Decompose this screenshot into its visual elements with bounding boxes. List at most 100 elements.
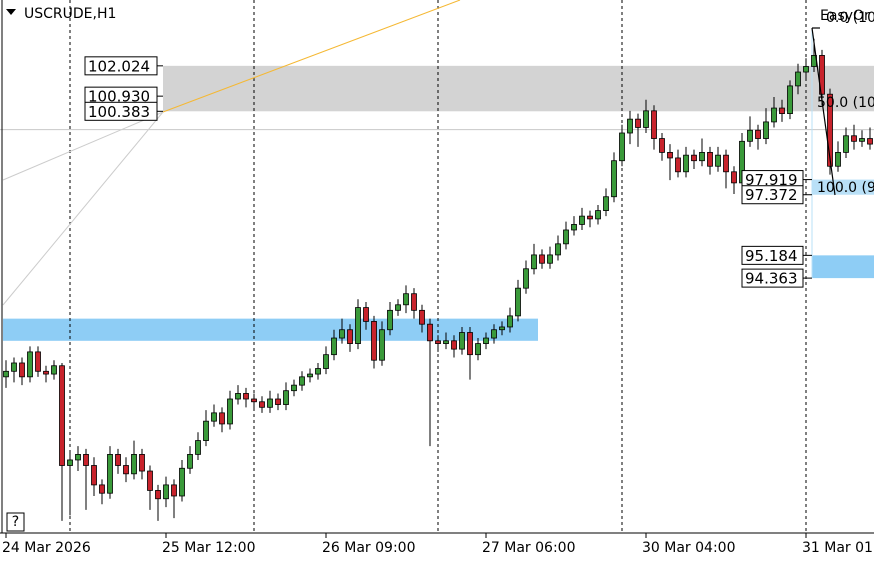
candle-body <box>451 340 457 350</box>
candle-body <box>75 454 81 461</box>
candle-body <box>235 393 241 400</box>
level-label: 97.372 <box>745 186 798 204</box>
candle-body <box>835 151 841 167</box>
trend-line <box>2 111 164 181</box>
candle-body <box>715 154 721 167</box>
candle-body <box>851 135 857 142</box>
indicator-name: EasyOr <box>820 8 870 24</box>
resistance-zone <box>163 65 874 112</box>
candle-body <box>179 467 185 497</box>
candle-body <box>563 229 569 245</box>
level-label: 94.363 <box>745 270 798 288</box>
candle-body <box>507 315 513 328</box>
candle-body <box>187 454 193 469</box>
zone <box>812 179 874 195</box>
candle-body <box>203 420 209 441</box>
candle-body <box>227 398 233 425</box>
candle-body <box>467 332 473 356</box>
candle-body <box>123 465 129 475</box>
candle-body <box>11 362 17 372</box>
candle-body <box>587 215 593 220</box>
candle-body <box>595 210 601 220</box>
candle-body <box>67 459 73 466</box>
candle-body <box>19 362 25 378</box>
candle-body <box>779 107 785 115</box>
candle-body <box>443 340 449 344</box>
candle-body <box>259 401 265 408</box>
zone <box>812 255 874 279</box>
candle-body <box>579 215 585 225</box>
candle-body <box>491 329 497 339</box>
candle-body <box>555 243 561 256</box>
x-tick-label: 30 Mar 04:00 <box>642 540 735 556</box>
candle-body <box>699 151 705 162</box>
candle-body <box>771 107 777 123</box>
candle-body <box>211 412 217 422</box>
candle-body <box>627 118 633 134</box>
candle-body <box>371 321 377 361</box>
overlays <box>0 0 874 533</box>
fib-label: 100.0 (9 <box>817 180 874 196</box>
candle-body <box>83 454 89 466</box>
candle-body <box>843 135 849 153</box>
candle-body <box>91 465 97 486</box>
candle-body <box>819 55 825 95</box>
candle-body <box>803 66 809 73</box>
candle-body <box>667 151 673 159</box>
candle-body <box>747 129 753 142</box>
candle-body <box>347 329 353 344</box>
candle-body <box>731 171 737 184</box>
candles <box>3 38 873 521</box>
candle-body <box>251 398 257 403</box>
candle-body <box>195 440 201 455</box>
candle-body <box>475 343 481 356</box>
help-button[interactable] <box>6 512 25 532</box>
candle-body <box>603 196 609 211</box>
support-zone <box>3 318 538 341</box>
candle-body <box>51 365 57 375</box>
fib-label: 50.0 (10 <box>817 95 874 111</box>
x-tick-label: 26 Mar 09:00 <box>322 540 415 556</box>
candle-body <box>275 398 281 405</box>
menu-arrow[interactable] <box>6 9 16 15</box>
candle-body <box>651 110 657 139</box>
candle-body <box>523 268 529 289</box>
x-tick-label: 27 Mar 06:00 <box>482 540 575 556</box>
candle-body <box>3 370 9 378</box>
candle-body <box>611 160 617 198</box>
candle-body <box>387 309 393 331</box>
candle-body <box>355 307 361 344</box>
candle-body <box>459 332 465 350</box>
candle-body <box>147 470 153 491</box>
candle-body <box>435 340 441 344</box>
candle-body <box>27 351 33 378</box>
candle-body <box>547 254 553 264</box>
candle-body <box>35 351 41 372</box>
candle-body <box>299 376 305 386</box>
candle-body <box>403 293 409 306</box>
candle-body <box>619 132 625 162</box>
level-box <box>84 56 158 76</box>
candle-body <box>171 484 177 497</box>
level-label: 95.184 <box>745 247 798 265</box>
candle-body <box>411 293 417 311</box>
candle-body <box>867 138 873 145</box>
chart-title: USCRUDE,H1 <box>24 6 116 22</box>
candle-body <box>323 354 329 369</box>
candle-body <box>691 154 697 162</box>
candle-body <box>723 154 729 173</box>
candle-body <box>787 85 793 115</box>
x-tick-label: 31 Mar 01:00 <box>802 540 874 556</box>
candle-body <box>139 454 145 472</box>
candle-body <box>267 398 273 408</box>
level-label: 102.024 <box>88 57 150 75</box>
candle-body <box>395 304 401 311</box>
candle-body <box>219 412 225 425</box>
candle-body <box>659 138 665 153</box>
candle-body <box>683 154 689 173</box>
candle-body <box>283 390 289 405</box>
candle-body <box>635 118 641 128</box>
candle-body <box>427 323 433 342</box>
trend-line <box>2 111 164 306</box>
